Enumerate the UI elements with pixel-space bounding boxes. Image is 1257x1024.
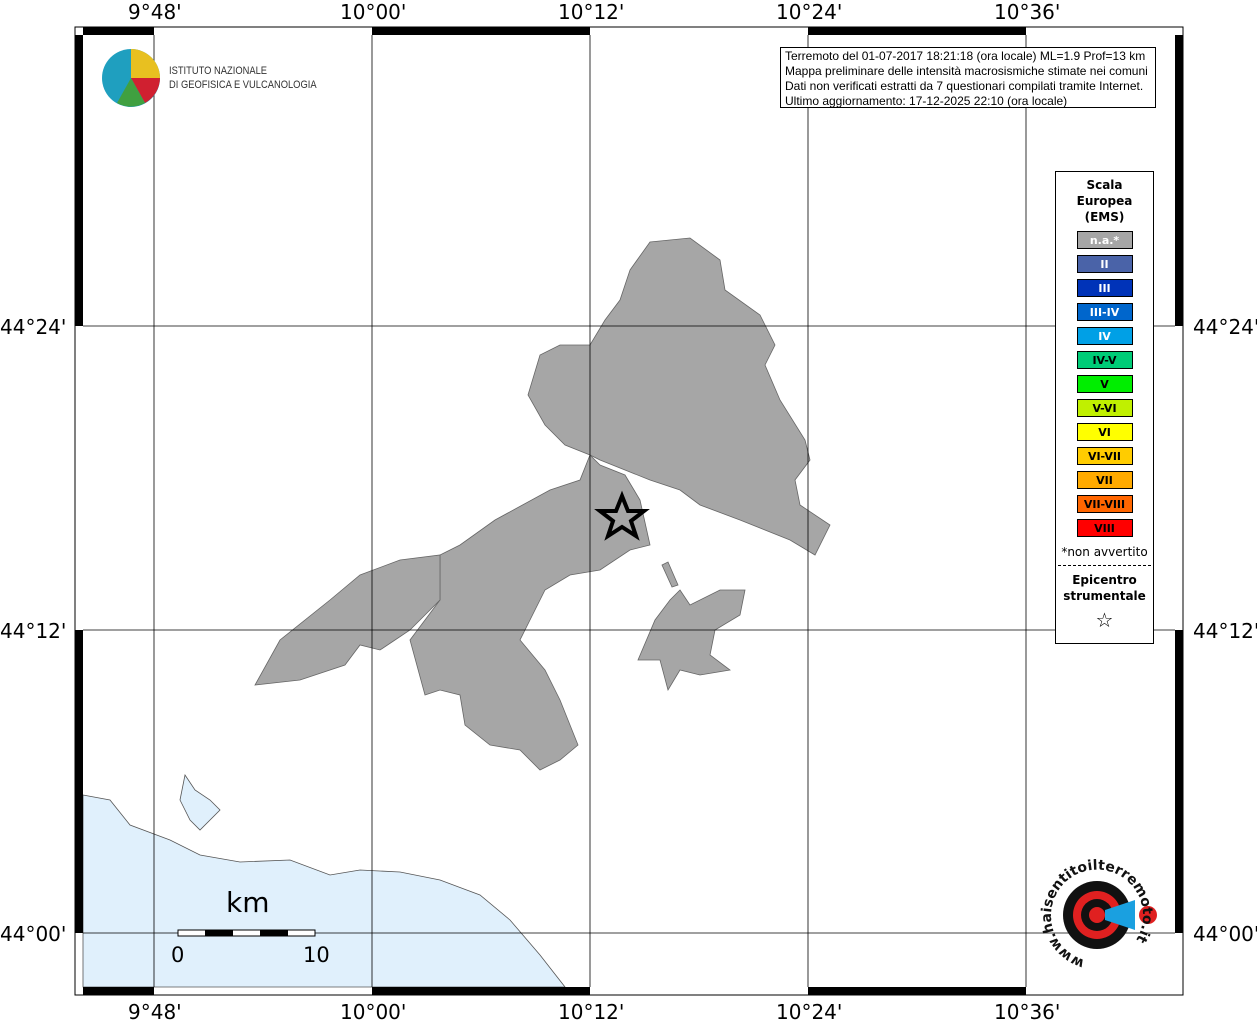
legend-swatch: IV xyxy=(1076,327,1133,345)
info-line: Terremoto del 01-07-2017 18:21:18 (ora l… xyxy=(785,49,1146,63)
lat-tick-left: 44°12' xyxy=(0,619,67,643)
lat-tick-right: 44°24' xyxy=(1193,315,1257,339)
lat-tick-left: 44°24' xyxy=(0,315,67,339)
scale-bar xyxy=(177,929,316,937)
legend-swatch: III xyxy=(1076,279,1133,297)
legend-divider xyxy=(1058,565,1151,566)
lon-tick-top: 9°48' xyxy=(128,0,182,24)
lat-tick-left: 44°00' xyxy=(0,922,67,946)
lon-tick-top: 10°00' xyxy=(340,0,407,24)
epicenter-star xyxy=(594,490,650,541)
institute-line: ISTITUTO NAZIONALE xyxy=(169,65,268,77)
scale-start: 0 xyxy=(171,943,185,967)
frame-bars xyxy=(75,27,1183,995)
lon-tick-top: 10°24' xyxy=(776,0,843,24)
info-line: Ultimo aggiornamento: 17-12-2025 22:10 (… xyxy=(785,94,1068,108)
legend-swatch: VIII xyxy=(1076,519,1133,537)
epicenter-label-line: strumentale xyxy=(1063,589,1146,603)
legend-swatch: n.a.* xyxy=(1076,231,1133,249)
lon-tick-bottom: 10°12' xyxy=(558,1000,625,1024)
lat-tick-right: 44°00' xyxy=(1193,922,1257,946)
sea xyxy=(82,794,566,988)
scale-unit: km xyxy=(226,886,270,919)
legend-swatch: VII xyxy=(1076,471,1133,489)
island-coast xyxy=(179,773,221,831)
legend-swatch: V-VI xyxy=(1076,399,1133,417)
lon-tick-bottom: 10°24' xyxy=(776,1000,843,1024)
ems-legend: Scala Europea (EMS) n.a.* II III III-IV IV IV… xyxy=(1055,171,1154,644)
ingv-logo-globe xyxy=(102,49,160,107)
scale-end: 10 xyxy=(303,943,330,967)
legend-swatch: VII-VIII xyxy=(1076,495,1133,513)
legend-swatch: V xyxy=(1076,375,1133,393)
lat-tick-right: 44°12' xyxy=(1193,619,1257,643)
legend-title-line: (EMS) xyxy=(1084,210,1125,224)
legend-swatch: VI-VII xyxy=(1076,447,1133,465)
legend-swatch: IV-V xyxy=(1076,351,1133,369)
star-icon: ☆ xyxy=(1095,608,1114,632)
legend-title: Scala Europea (EMS) xyxy=(1056,177,1153,225)
lon-tick-bottom: 10°00' xyxy=(340,1000,407,1024)
legend-swatch: II xyxy=(1076,255,1133,273)
ingv-logo-text: ISTITUTO NAZIONALE DI GEOFISICA E VULCAN… xyxy=(169,64,317,92)
epicenter-label: Epicentro strumentale xyxy=(1056,572,1153,604)
legend-note: *non avvertito xyxy=(1061,545,1148,559)
epicenter-label-line: Epicentro xyxy=(1072,573,1137,587)
lon-tick-bottom: 10°36' xyxy=(994,1000,1061,1024)
lon-tick-bottom: 9°48' xyxy=(128,1000,182,1024)
legend-title-line: Europea xyxy=(1076,194,1133,208)
legend-swatches: n.a.* II III III-IV IV IV-V V V-VI VI VI-VII VII VI… xyxy=(1056,231,1153,537)
legend-title-line: Scala xyxy=(1086,178,1123,192)
info-line: Mappa preliminare delle intensità macros… xyxy=(785,64,1148,78)
lon-tick-top: 10°36' xyxy=(994,0,1061,24)
institute-line: DI GEOFISICA E VULCANOLOGIA xyxy=(169,79,317,91)
legend-swatch: VI xyxy=(1076,423,1133,441)
event-info-box: Terremoto del 01-07-2017 18:21:18 (ora l… xyxy=(780,47,1156,108)
legend-swatch: III-IV xyxy=(1076,303,1133,321)
lon-tick-top: 10°12' xyxy=(558,0,625,24)
info-line: Dati non verificati estratti da 7 questi… xyxy=(785,79,1144,93)
